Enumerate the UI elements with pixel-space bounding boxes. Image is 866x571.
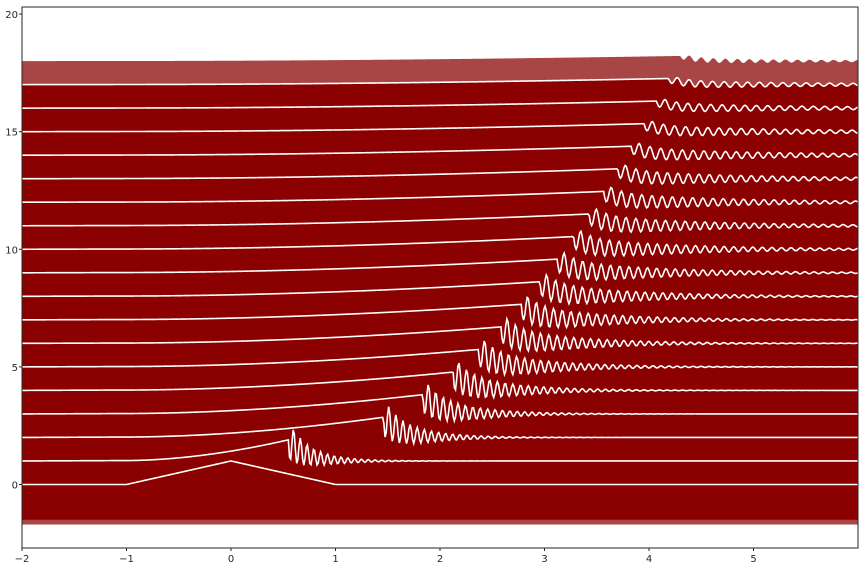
profile-line-17	[22, 76, 858, 89]
profile-line-1	[22, 429, 858, 468]
profile-line-14	[22, 142, 858, 161]
profile-line-11	[22, 207, 858, 234]
profile-line-5	[22, 340, 858, 378]
x-tick-label: 3	[541, 554, 547, 565]
x-axis-ticks: −2 −1 0 1 2 3 4 5	[15, 548, 757, 565]
x-tick-label: 0	[228, 554, 234, 565]
x-tick-label: −2	[15, 554, 30, 565]
profile-line-15	[22, 120, 858, 137]
x-tick-label: 5	[750, 554, 756, 565]
x-tick-label: 1	[332, 554, 338, 565]
main-band-fill	[22, 77, 858, 520]
profile-line-13	[22, 164, 858, 186]
y-tick-label: 0	[12, 480, 18, 491]
x-tick-label: 4	[646, 554, 652, 565]
profile-line-7	[22, 295, 858, 330]
y-tick-label: 20	[5, 10, 18, 21]
profile-lines	[22, 76, 858, 486]
y-tick-label: 15	[5, 128, 18, 139]
y-axis-ticks: 0 5 10 15 20	[5, 10, 22, 491]
profile-line-16	[22, 98, 858, 113]
profile-line-8	[22, 272, 858, 306]
profile-line-12	[22, 186, 858, 210]
profile-line-0	[22, 460, 858, 486]
profile-line-10	[22, 229, 858, 258]
x-tick-label: −1	[119, 554, 134, 565]
profile-line-6	[22, 315, 858, 354]
profile-line-4	[22, 362, 858, 400]
profile-line-9	[22, 250, 858, 282]
profile-line-3	[22, 384, 858, 424]
y-tick-label: 5	[12, 363, 18, 374]
profile-line-2	[22, 406, 858, 447]
x-tick-label: 2	[437, 554, 443, 565]
y-tick-label: 10	[5, 245, 18, 256]
profile-fill-bands	[22, 55, 858, 525]
